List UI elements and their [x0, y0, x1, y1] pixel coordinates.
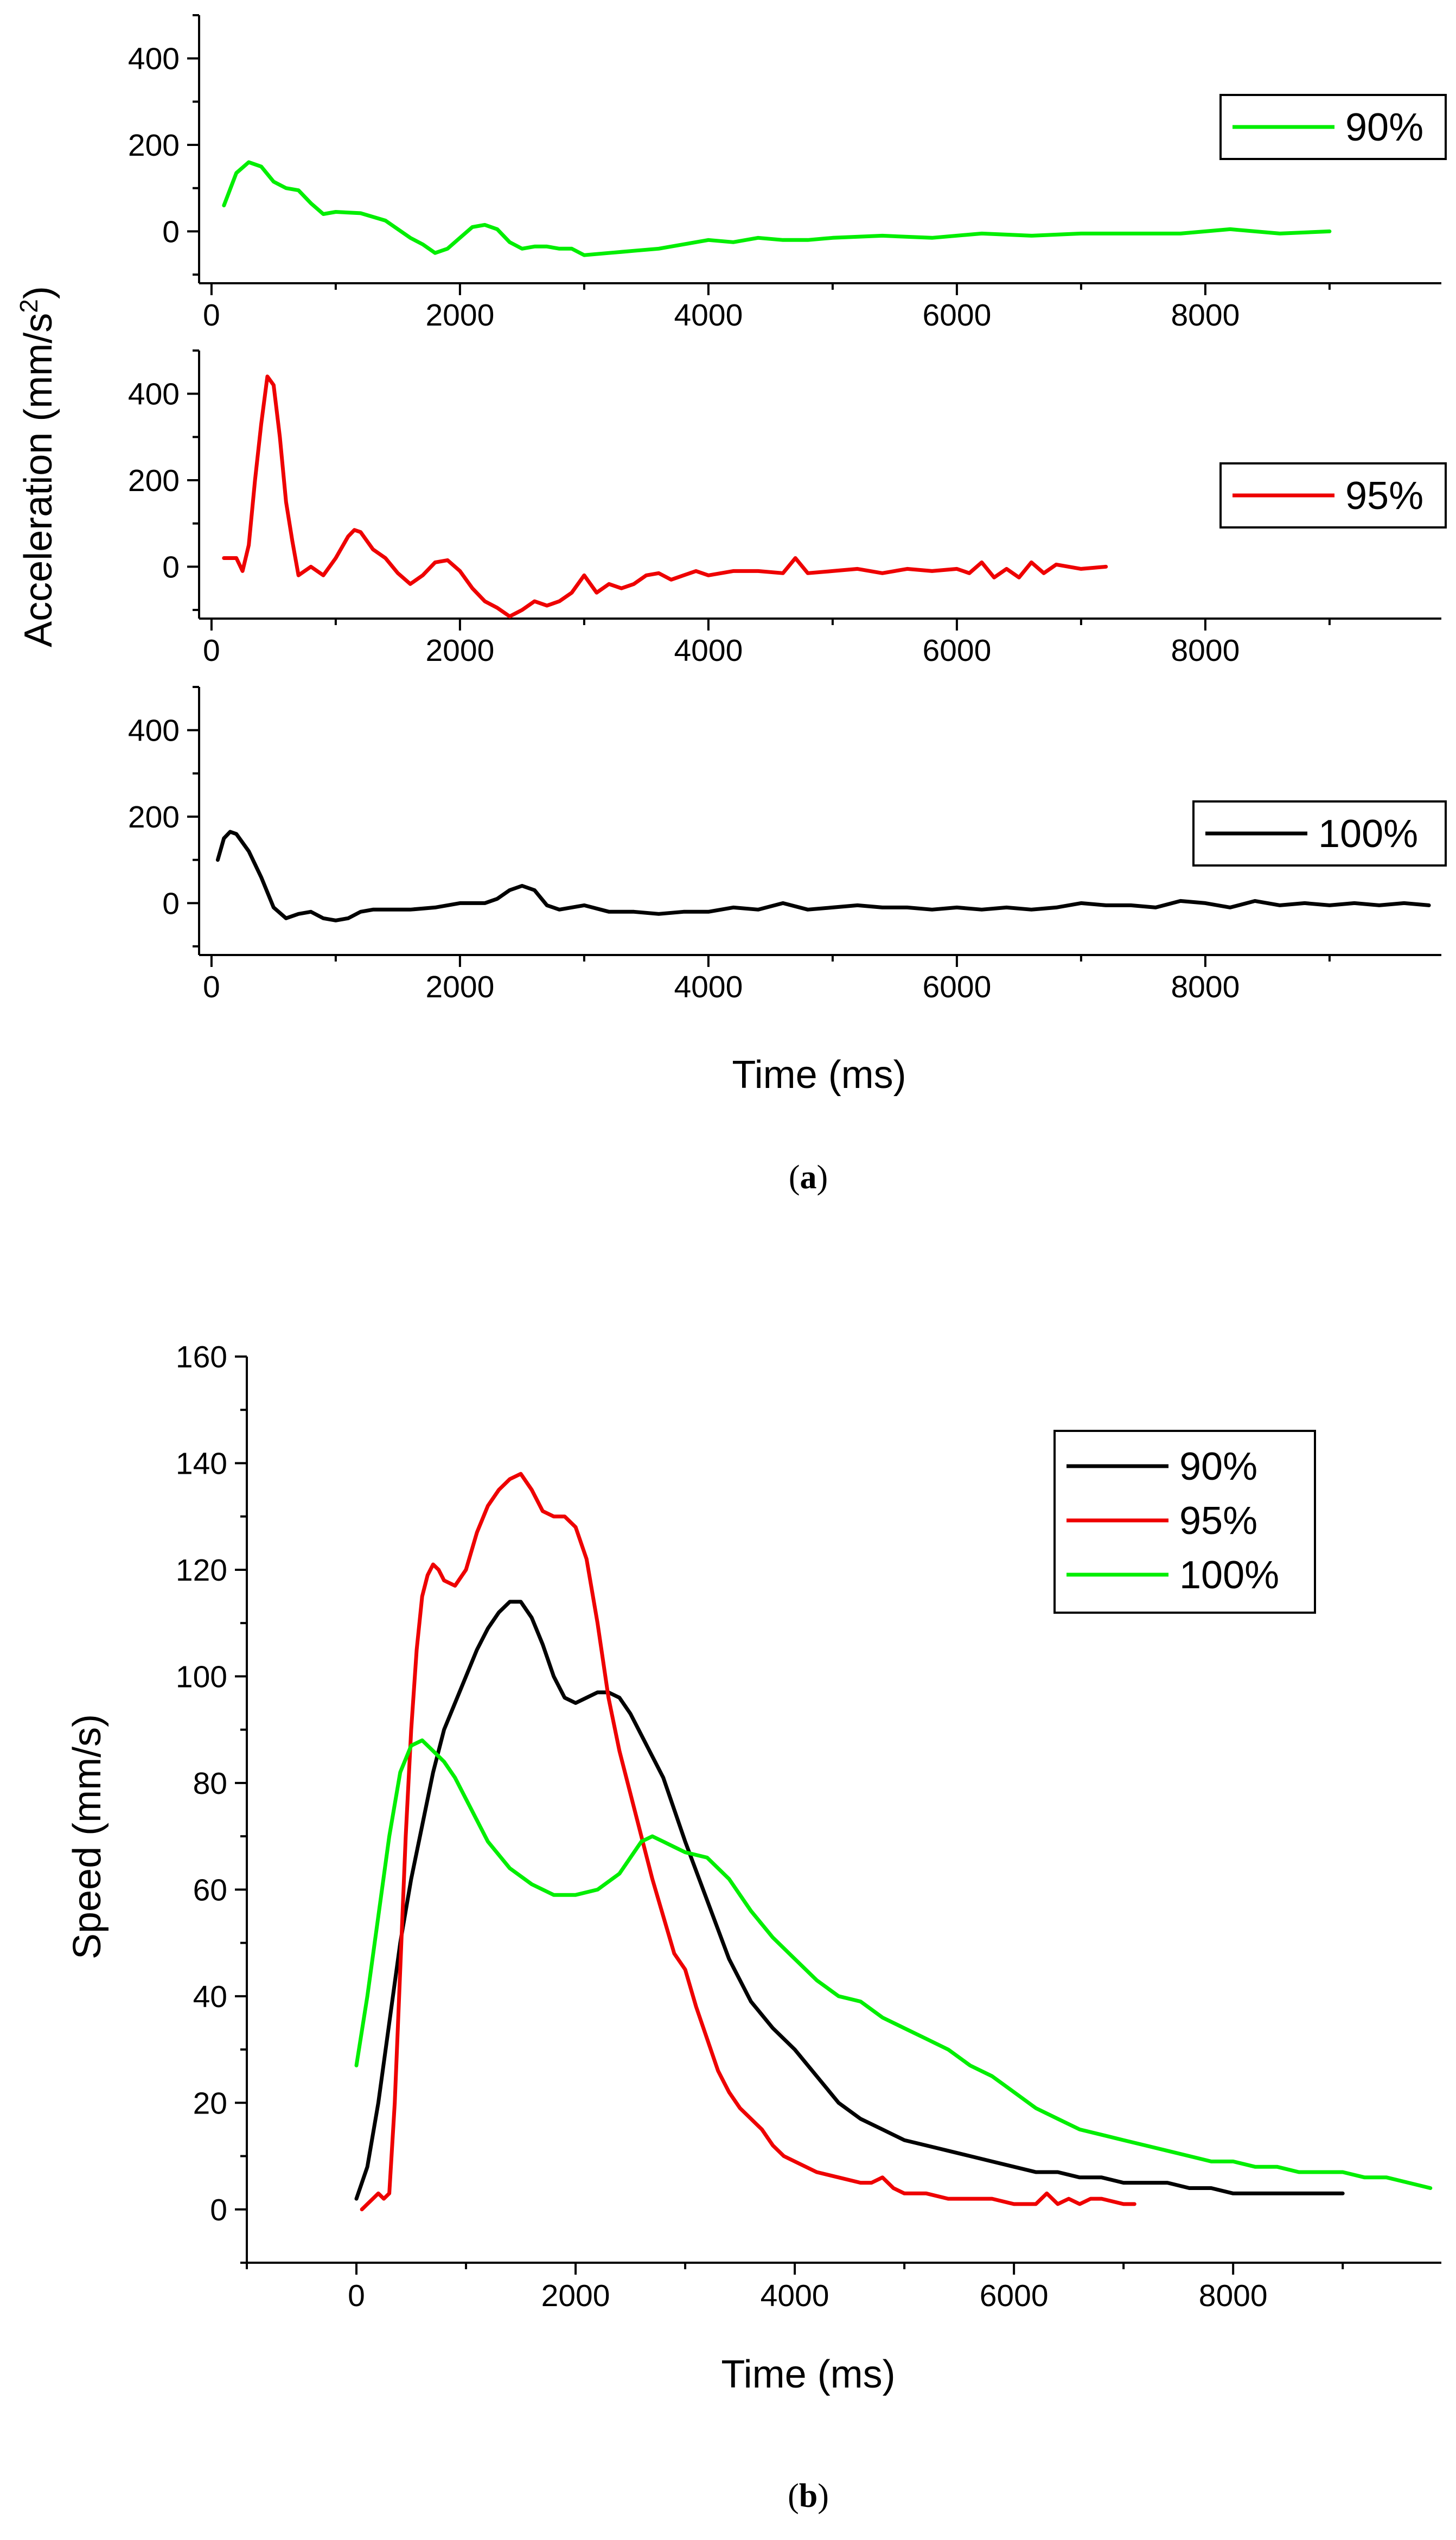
figure-a-ylabel-end: ) [17, 286, 60, 299]
legend-label: 100% [1318, 812, 1418, 856]
figure-a-ylabel: Acceleration (mm/s2) [15, 286, 60, 647]
x-tick-label: 2000 [425, 633, 494, 668]
x-tick-label: 2000 [541, 2278, 610, 2313]
x-tick-label: 2000 [425, 970, 494, 1004]
figure-a-xlabel: Time (ms) [732, 1053, 906, 1097]
legend-label: 100% [1179, 1554, 1279, 1597]
y-tick-label: 200 [128, 463, 180, 498]
x-tick-label: 6000 [922, 633, 991, 668]
y-tick-label: 120 [176, 1553, 227, 1588]
figure-b-caption-letter: b [799, 2478, 818, 2514]
y-tick-label: 0 [210, 2193, 227, 2227]
figure-a-caption: (a) [789, 1159, 828, 1196]
x-tick-label: 8000 [1171, 298, 1240, 333]
x-tick-label: 0 [203, 970, 220, 1004]
figure-b-ylabel: Speed (mm/s) [66, 1714, 109, 1959]
x-tick-label: 8000 [1199, 2278, 1268, 2313]
y-tick-label: 140 [176, 1446, 227, 1481]
series-line-100pct [215, 830, 1431, 922]
y-tick-label: 400 [128, 714, 180, 748]
x-tick-label: 2000 [425, 298, 494, 333]
x-tick-label: 4000 [674, 298, 743, 333]
y-tick-label: 60 [193, 1873, 227, 1907]
y-tick-label: 20 [193, 2086, 227, 2121]
y-tick-label: 200 [128, 128, 180, 163]
x-tick-label: 4000 [761, 2278, 829, 2313]
legend-label: 90% [1179, 1445, 1257, 1488]
x-tick-label: 4000 [674, 970, 743, 1004]
y-tick-label: 100 [176, 1659, 227, 1694]
panel-b: 0 20 40 60 80 100 120 140 160 0 2000 4000 6000 8000 90… [176, 1340, 1441, 2313]
figure-a-ylabel-sup: 2 [15, 299, 43, 313]
x-tick-label: 6000 [922, 970, 991, 1004]
legend-label: 95% [1179, 1499, 1257, 1543]
y-tick-label: 400 [128, 42, 180, 77]
legend-label: 90% [1345, 106, 1423, 149]
x-tick-label: 6000 [922, 298, 991, 333]
x-tick-label: 0 [203, 633, 220, 668]
x-tick-label: 6000 [980, 2278, 1049, 2313]
series-line-95pct [360, 1472, 1136, 2212]
x-tick-label: 0 [203, 298, 220, 333]
y-tick-label: 400 [128, 377, 180, 412]
series-line-95pct [222, 374, 1108, 619]
figure-b-xlabel: Time (ms) [721, 2353, 895, 2396]
x-tick-label: 0 [348, 2278, 365, 2313]
legend-label: 95% [1345, 474, 1423, 518]
y-tick-label: 0 [162, 886, 180, 921]
y-tick-label: 40 [193, 1979, 227, 2014]
y-tick-label: 200 [128, 800, 180, 835]
figure-a-caption-letter: a [800, 1159, 817, 1196]
series-line-90pct [354, 1600, 1345, 2201]
y-tick-label: 0 [162, 550, 180, 584]
y-tick-label: 160 [176, 1340, 227, 1374]
series-line-100pct [354, 1738, 1433, 2190]
x-tick-label: 8000 [1171, 633, 1240, 668]
series-line-90pct [222, 160, 1332, 257]
x-tick-label: 8000 [1171, 970, 1240, 1004]
figure-b-caption: (b) [788, 2478, 829, 2514]
y-tick-label: 0 [162, 214, 180, 249]
x-tick-label: 4000 [674, 633, 743, 668]
y-tick-label: 80 [193, 1766, 227, 1801]
figure-a-ylabel-main: Acceleration (mm/s [17, 313, 60, 647]
